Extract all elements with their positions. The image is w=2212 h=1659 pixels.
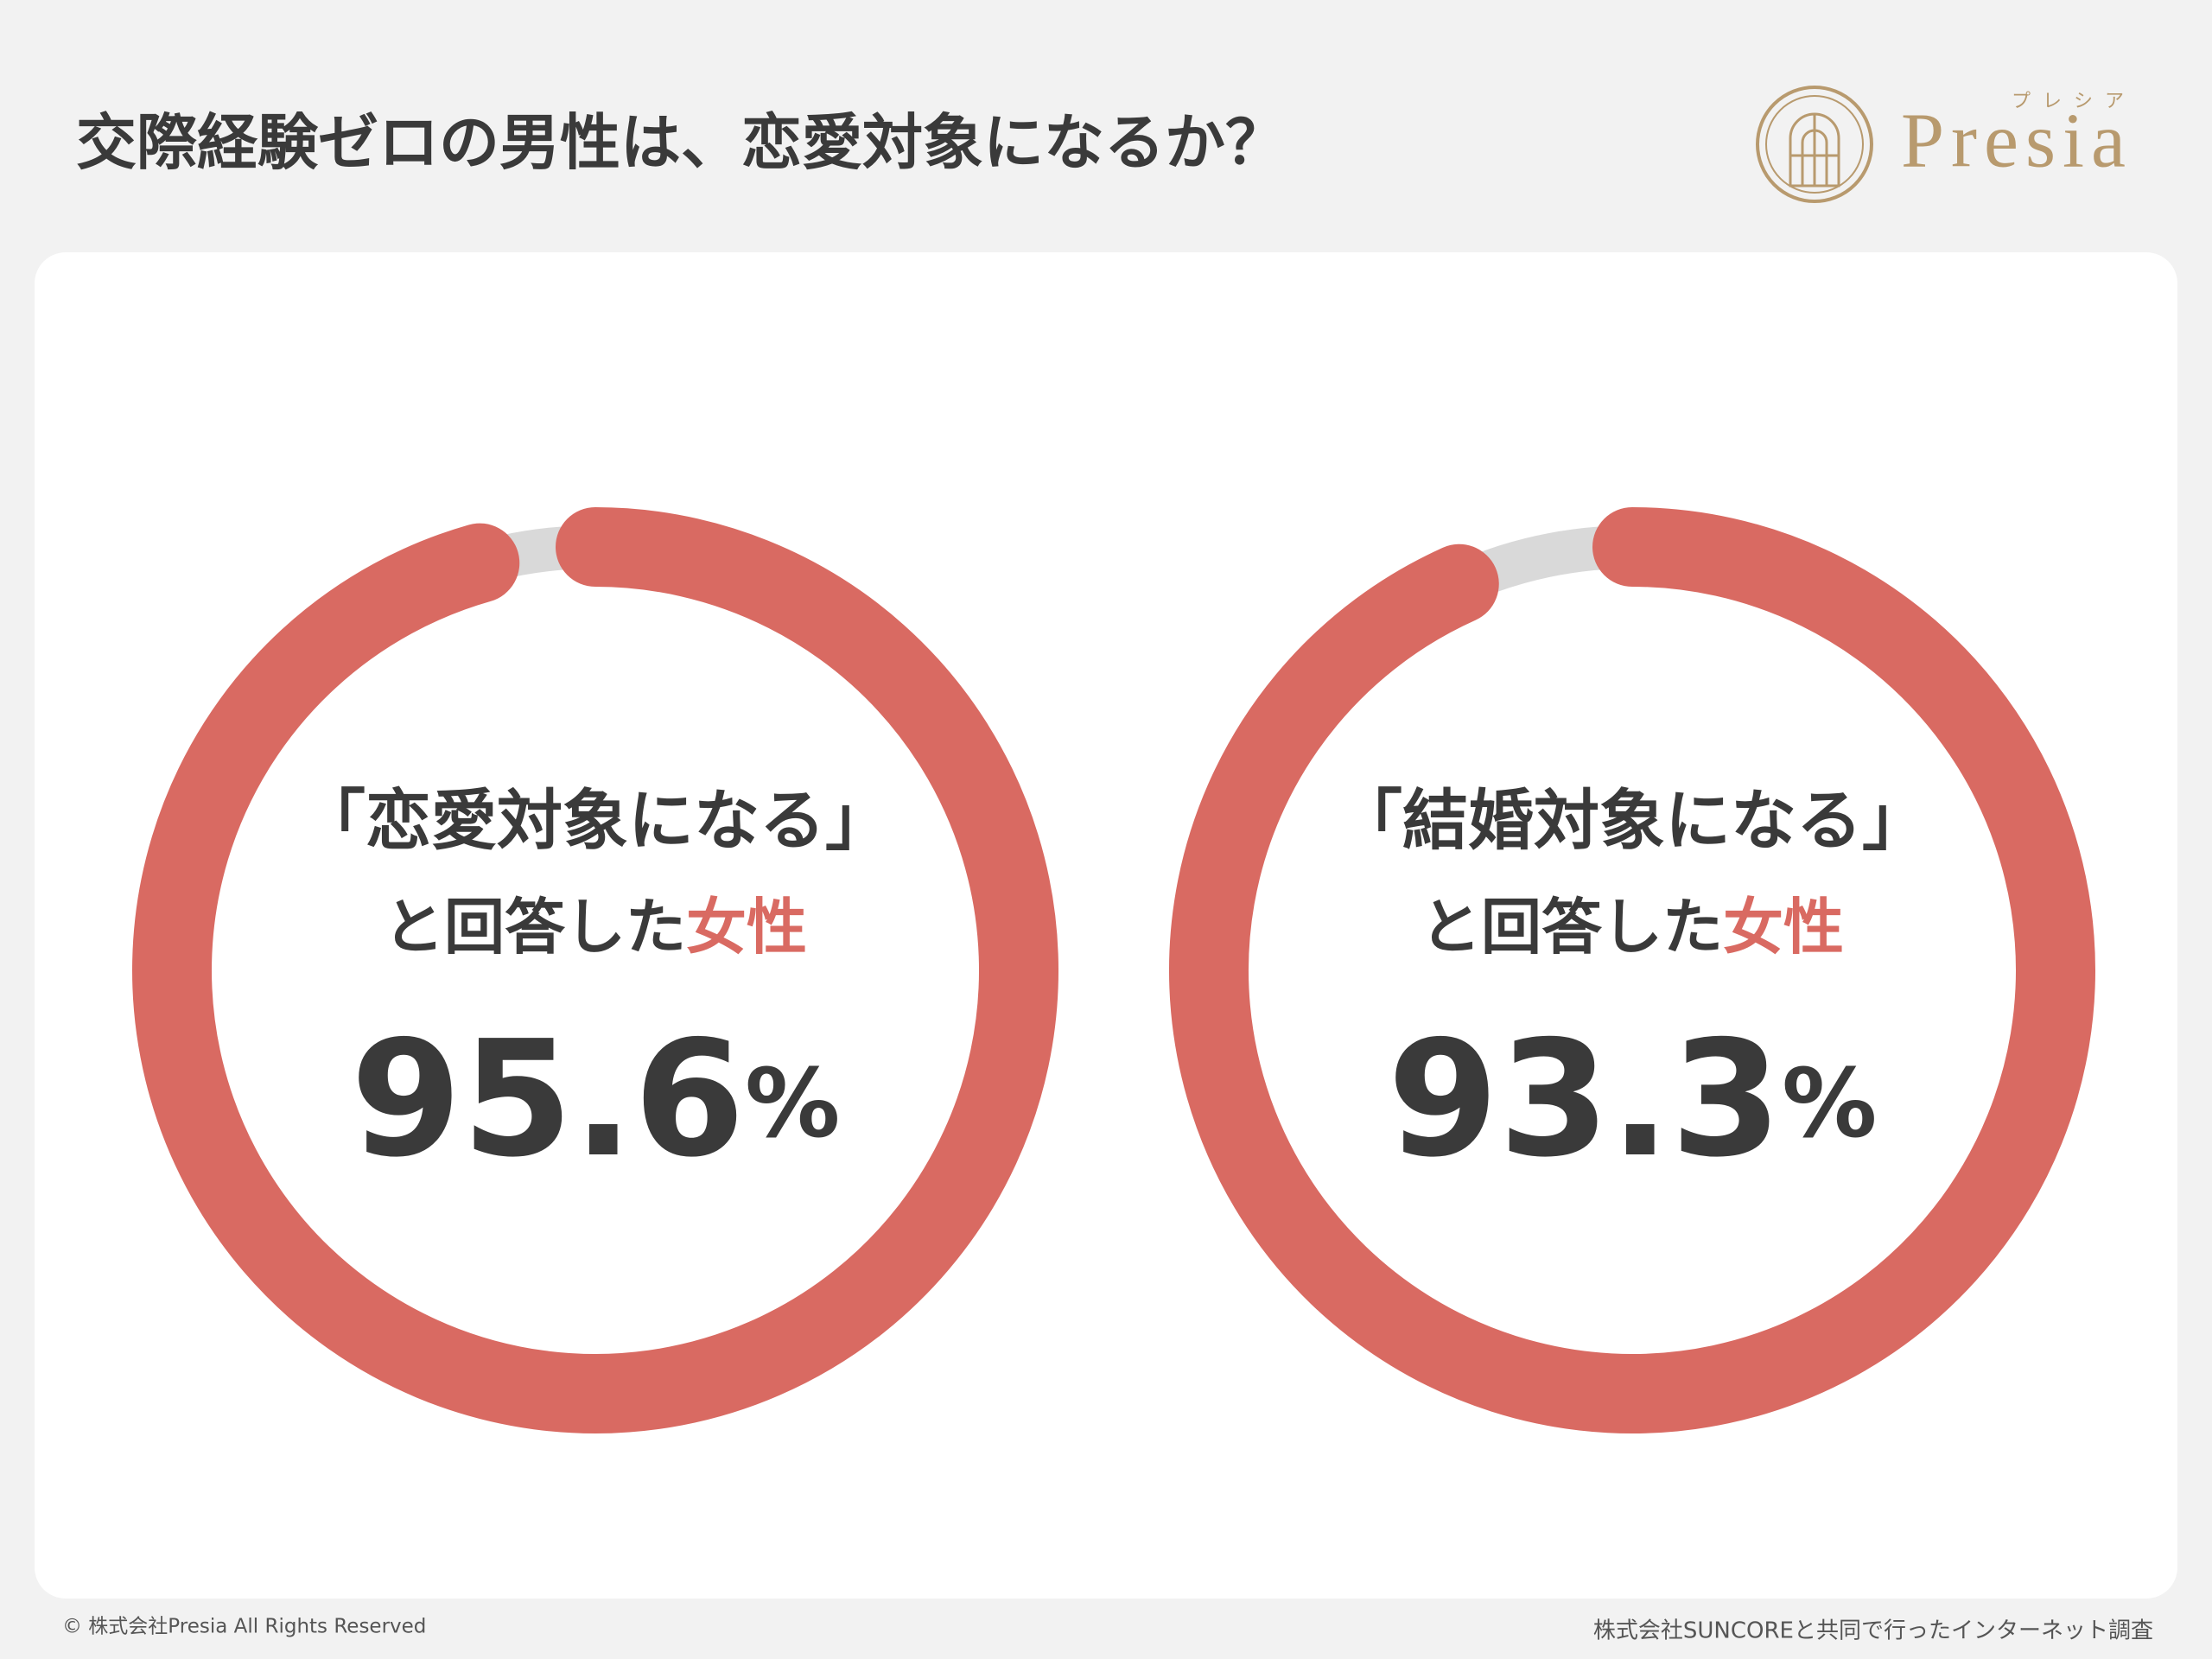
value-number: 93.3 bbox=[1388, 1006, 1782, 1192]
value-label: 95.6% bbox=[351, 1006, 841, 1192]
source-note: 株式会社SUNCOREと共同で行ったインターネット調査 bbox=[1593, 1618, 2153, 1644]
logo-emblem bbox=[1765, 95, 1864, 194]
value-unit: % bbox=[1782, 1048, 1877, 1159]
sublabel-text: と回答した bbox=[384, 892, 686, 963]
logo-emblem bbox=[1789, 112, 1840, 188]
value-unit: % bbox=[745, 1048, 840, 1159]
logo: プレシア Presia bbox=[1756, 86, 2136, 203]
copyright: © 株式会社Presia All Rights Reserved bbox=[62, 1616, 426, 1638]
gauge-arc bbox=[1169, 507, 2095, 1433]
sublabel-highlight: 女性 bbox=[1723, 892, 1844, 963]
gauge-label: 「結婚対象になる」 bbox=[1337, 782, 1928, 859]
title: 交際経験ゼロの男性は、恋愛対象になるか？ bbox=[76, 107, 1286, 178]
logo-name: Presia bbox=[1901, 99, 2133, 184]
gauge-label: 「恋愛対象になる」 bbox=[300, 782, 891, 859]
gauge-sublabel: と回答した女性 bbox=[1421, 892, 1844, 963]
logo-kana: プレシア bbox=[2012, 91, 2136, 112]
sublabel-highlight: 女性 bbox=[686, 892, 807, 963]
gauge-arc bbox=[132, 507, 1058, 1433]
logo-emblem bbox=[1756, 86, 1873, 203]
value-number: 95.6 bbox=[351, 1006, 745, 1192]
value-label: 93.3% bbox=[1388, 1006, 1878, 1192]
gauge-sublabel: と回答した女性 bbox=[384, 892, 807, 963]
sublabel-text: と回答した bbox=[1421, 892, 1723, 963]
card bbox=[35, 252, 2177, 1599]
